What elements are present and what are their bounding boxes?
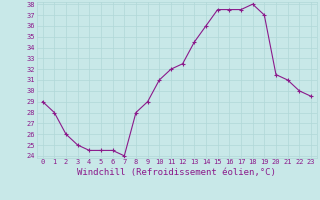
X-axis label: Windchill (Refroidissement éolien,°C): Windchill (Refroidissement éolien,°C)	[77, 168, 276, 177]
